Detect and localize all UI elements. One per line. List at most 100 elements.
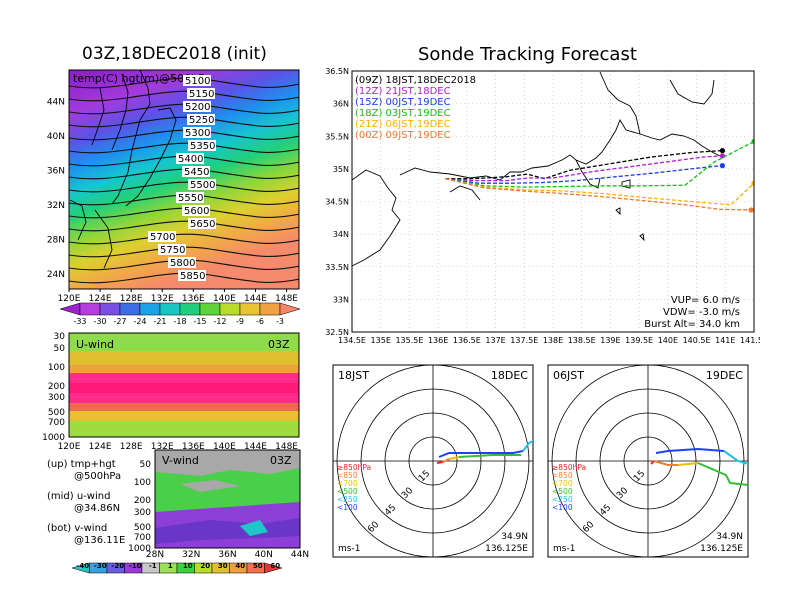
x-tick-label: 36N: [218, 550, 236, 560]
x-tick-label: 148E: [275, 442, 298, 450]
wind-hodograph: [522, 439, 533, 452]
colorbar-cell: [219, 302, 241, 316]
info-vdw: VDW= -3.0 m/s: [663, 307, 740, 318]
y-tick-label: 1000: [42, 433, 65, 443]
sonde-landing-point: [719, 163, 726, 169]
x-tick-label: 124E: [89, 294, 112, 304]
y-tick-label: 100: [48, 363, 65, 373]
note-up2: @500hPa: [74, 471, 122, 482]
x-tick-label: 148E: [275, 294, 298, 304]
y-tick-label: 32.5N: [325, 328, 349, 337]
polar-06jst: 06JST 19DEC ms-1 34.9N 136.125E 15304560…: [547, 364, 749, 558]
contour-label: 5750: [160, 245, 185, 256]
y-tick-label: 34.5N: [325, 198, 349, 207]
y-tick-label: 35N: [333, 165, 349, 174]
contour-label: 5400: [178, 154, 203, 165]
legend-entry: (21Z) 06JST,19DEC: [355, 119, 451, 130]
polar-grid: [333, 365, 533, 557]
x-tick-label: 135.5E: [395, 336, 423, 345]
x-tick-label: 44N: [291, 550, 309, 560]
colorbar-label: -30: [93, 317, 106, 326]
x-tick-label: 144E: [244, 294, 267, 304]
x-tick-label: 132E: [151, 294, 174, 304]
y-tick-label: 40N: [47, 132, 65, 142]
y-tick-label: 300: [134, 508, 151, 518]
x-tick-label: 138E: [543, 336, 563, 345]
colorbar-label: 50: [253, 562, 263, 570]
sonde-track-line: [445, 140, 754, 188]
wind-hodograph: [653, 460, 678, 466]
y-tick-label: 300: [48, 393, 65, 403]
legend-entry: (09Z) 18JST,18DEC2018: [355, 75, 476, 86]
colorbar-label: -20: [111, 562, 124, 570]
height-contour: [69, 155, 299, 167]
x-tick-label: 128E: [120, 442, 143, 450]
colorbar-label: 1: [168, 562, 173, 570]
x-tick-label: 140E: [658, 336, 678, 345]
polar-a-lat: 34.9N: [501, 532, 528, 542]
x-tick-label: 134.5E: [338, 336, 366, 345]
colorbar-cell: [99, 302, 121, 316]
colorbar-cell: [259, 302, 281, 316]
legend-entry: (18Z) 03JST,19DEC: [355, 108, 451, 119]
y-tick-label: 32N: [47, 201, 65, 211]
height-contour: [69, 233, 299, 245]
colorbar-label: 10: [183, 562, 193, 570]
contour-label: 5150: [189, 89, 214, 100]
y-tick-label: 700: [48, 418, 65, 428]
colorbar-label: -3: [276, 317, 284, 326]
right-title: Sonde Tracking Forecast: [418, 44, 637, 65]
temp-hgt-map: temp(C) hgt(m)@500hPa 5100 5150 5200 5250 53…: [47, 69, 301, 326]
level-legend: <700: [337, 479, 358, 488]
contour-label: 5100: [185, 76, 210, 87]
legend-entry: (15Z) 00JST,19DEC: [355, 97, 451, 108]
contour-label: 5500: [190, 180, 215, 191]
level-legend: <500: [552, 487, 573, 496]
polar-grid: [548, 365, 748, 557]
x-tick-label: 136E: [428, 336, 448, 345]
u-wind-label: U-wind: [76, 338, 114, 351]
colorbar-label: -15: [193, 317, 206, 326]
y-tick-label: 36N: [333, 100, 349, 109]
contour-label-bg: [187, 114, 215, 125]
legend-entry: (00Z) 09JST,19DEC: [355, 130, 451, 141]
y-tick-label: 100: [134, 478, 151, 488]
level-legend: <850: [552, 471, 573, 480]
sonde-landing-point: [719, 153, 726, 159]
map1-label: temp(C) hgt(m)@500hPa: [73, 72, 211, 85]
polar-a-left: 18JST: [338, 369, 369, 382]
polar-b-left: 06JST: [553, 369, 584, 382]
wind-hodograph: [723, 450, 748, 465]
x-tick-label: 139.5E: [625, 336, 653, 345]
contour-label: 5650: [190, 219, 215, 230]
sonde-track-line: [445, 178, 754, 206]
u-wind-panel: U-wind 03Z 120E 124E 128E 132E 136E 140E 144E 1…: [42, 332, 300, 450]
sonde-landing-point: [748, 207, 754, 213]
height-contour: [69, 246, 299, 258]
polar-b-unit: ms-1: [553, 544, 575, 554]
colorbar-cell: [239, 302, 261, 316]
polar-a-unit: ms-1: [338, 544, 360, 554]
colorbar-label: 20: [200, 562, 210, 570]
colorbar-label: 30: [218, 562, 228, 570]
contour-label: 5600: [184, 206, 209, 217]
colorbar-cell: [139, 302, 161, 316]
colorbar-label: -27: [113, 317, 126, 326]
y-tick-label: 28N: [47, 236, 65, 246]
contour-label-bg: [183, 75, 211, 86]
info-burst: Burst Alt= 34.0 km: [644, 319, 740, 330]
polar-b-lat: 34.9N: [716, 532, 743, 542]
contour-label-bg: [188, 218, 216, 229]
colorbar-label: -18: [173, 317, 186, 326]
x-tick-label: 140.5E: [683, 336, 711, 345]
sonde-landing-point: [719, 148, 726, 154]
wind-hodograph: [438, 450, 524, 458]
colorbar-label: -30: [94, 562, 107, 570]
note-bot2: @136.11E: [74, 535, 126, 546]
polar-a-lon: 136.125E: [485, 544, 528, 554]
y-tick-label: 700: [134, 533, 151, 543]
note-bot: (bot) v-wind: [47, 523, 108, 534]
sonde-landing-point: [751, 180, 754, 186]
wind-hodograph: [442, 458, 450, 463]
colorbar-cell: [159, 302, 181, 316]
